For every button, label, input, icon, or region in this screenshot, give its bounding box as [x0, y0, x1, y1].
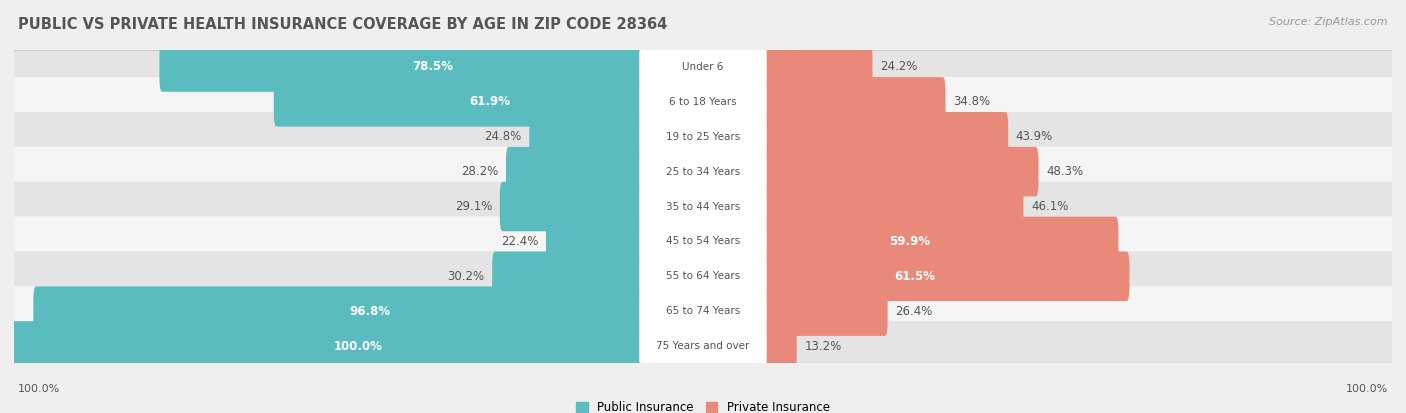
FancyBboxPatch shape [13, 112, 1393, 161]
Text: 61.5%: 61.5% [894, 270, 935, 283]
FancyBboxPatch shape [13, 286, 1393, 336]
Text: 65 to 74 Years: 65 to 74 Years [666, 306, 740, 316]
FancyBboxPatch shape [700, 182, 1024, 231]
Text: PUBLIC VS PRIVATE HEALTH INSURANCE COVERAGE BY AGE IN ZIP CODE 28364: PUBLIC VS PRIVATE HEALTH INSURANCE COVER… [18, 17, 668, 31]
Text: 26.4%: 26.4% [896, 305, 932, 318]
Text: 24.2%: 24.2% [880, 60, 918, 74]
FancyBboxPatch shape [11, 321, 706, 371]
FancyBboxPatch shape [700, 216, 1118, 266]
FancyBboxPatch shape [640, 81, 766, 123]
Text: 35 to 44 Years: 35 to 44 Years [666, 202, 740, 211]
FancyBboxPatch shape [640, 151, 766, 192]
FancyBboxPatch shape [640, 46, 766, 88]
Text: 96.8%: 96.8% [349, 305, 389, 318]
FancyBboxPatch shape [700, 42, 873, 92]
Legend: Public Insurance, Private Insurance: Public Insurance, Private Insurance [576, 401, 830, 413]
FancyBboxPatch shape [640, 255, 766, 297]
FancyBboxPatch shape [640, 221, 766, 262]
Text: 100.0%: 100.0% [335, 339, 382, 353]
FancyBboxPatch shape [13, 321, 1393, 371]
FancyBboxPatch shape [700, 286, 887, 336]
FancyBboxPatch shape [492, 252, 706, 301]
FancyBboxPatch shape [700, 321, 797, 371]
Text: 48.3%: 48.3% [1046, 165, 1083, 178]
Text: 78.5%: 78.5% [412, 60, 453, 74]
FancyBboxPatch shape [499, 182, 706, 231]
FancyBboxPatch shape [13, 147, 1393, 197]
Text: 55 to 64 Years: 55 to 64 Years [666, 271, 740, 281]
FancyBboxPatch shape [274, 77, 706, 127]
Text: Source: ZipAtlas.com: Source: ZipAtlas.com [1270, 17, 1388, 26]
Text: 22.4%: 22.4% [501, 235, 538, 248]
Text: 13.2%: 13.2% [804, 339, 842, 353]
Text: 6 to 18 Years: 6 to 18 Years [669, 97, 737, 107]
FancyBboxPatch shape [546, 216, 706, 266]
Text: 30.2%: 30.2% [447, 270, 485, 283]
FancyBboxPatch shape [159, 42, 706, 92]
Text: 25 to 34 Years: 25 to 34 Years [666, 166, 740, 177]
FancyBboxPatch shape [13, 182, 1393, 231]
FancyBboxPatch shape [13, 216, 1393, 266]
FancyBboxPatch shape [640, 325, 766, 367]
FancyBboxPatch shape [700, 77, 945, 127]
Text: 46.1%: 46.1% [1031, 200, 1069, 213]
Text: 34.8%: 34.8% [953, 95, 990, 108]
Text: 24.8%: 24.8% [485, 130, 522, 143]
Text: 61.9%: 61.9% [470, 95, 510, 108]
Text: 100.0%: 100.0% [1346, 385, 1388, 394]
FancyBboxPatch shape [34, 286, 706, 336]
FancyBboxPatch shape [530, 112, 706, 161]
Text: 45 to 54 Years: 45 to 54 Years [666, 236, 740, 247]
Text: 29.1%: 29.1% [454, 200, 492, 213]
Text: Under 6: Under 6 [682, 62, 724, 72]
FancyBboxPatch shape [13, 77, 1393, 127]
FancyBboxPatch shape [640, 185, 766, 228]
FancyBboxPatch shape [700, 112, 1008, 161]
Text: 19 to 25 Years: 19 to 25 Years [666, 132, 740, 142]
Text: 100.0%: 100.0% [18, 385, 60, 394]
FancyBboxPatch shape [640, 116, 766, 158]
FancyBboxPatch shape [13, 42, 1393, 92]
FancyBboxPatch shape [506, 147, 706, 197]
Text: 43.9%: 43.9% [1015, 130, 1053, 143]
FancyBboxPatch shape [700, 252, 1129, 301]
FancyBboxPatch shape [700, 147, 1039, 197]
Text: 28.2%: 28.2% [461, 165, 498, 178]
Text: 59.9%: 59.9% [889, 235, 929, 248]
FancyBboxPatch shape [13, 252, 1393, 301]
Text: 75 Years and over: 75 Years and over [657, 341, 749, 351]
FancyBboxPatch shape [640, 290, 766, 332]
